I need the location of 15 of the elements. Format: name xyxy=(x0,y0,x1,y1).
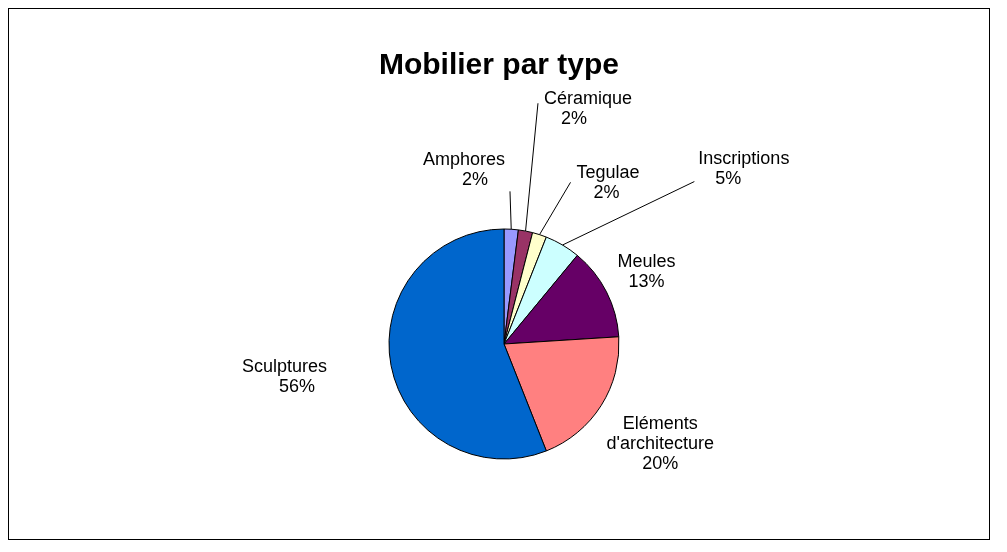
data-label: 2% xyxy=(593,182,620,203)
data-label: 5% xyxy=(715,167,742,188)
data-label: 56% xyxy=(279,375,316,396)
slice-label: Inscriptions xyxy=(698,147,790,168)
data-label: 2% xyxy=(560,108,587,129)
slice-label: Sculptures xyxy=(241,355,328,376)
slice-label: Céramique xyxy=(543,88,633,109)
slice-label: Amphores xyxy=(422,149,505,170)
chart-title: Mobilier par type xyxy=(377,47,620,81)
slice-label: Tegulae xyxy=(576,162,640,183)
data-label: 2% xyxy=(461,169,488,190)
data-label: 20% xyxy=(642,453,679,474)
data-label: 13% xyxy=(628,271,665,292)
slice-label: Eléments d'architecture xyxy=(606,413,714,454)
slice-label: Meules xyxy=(617,251,676,272)
